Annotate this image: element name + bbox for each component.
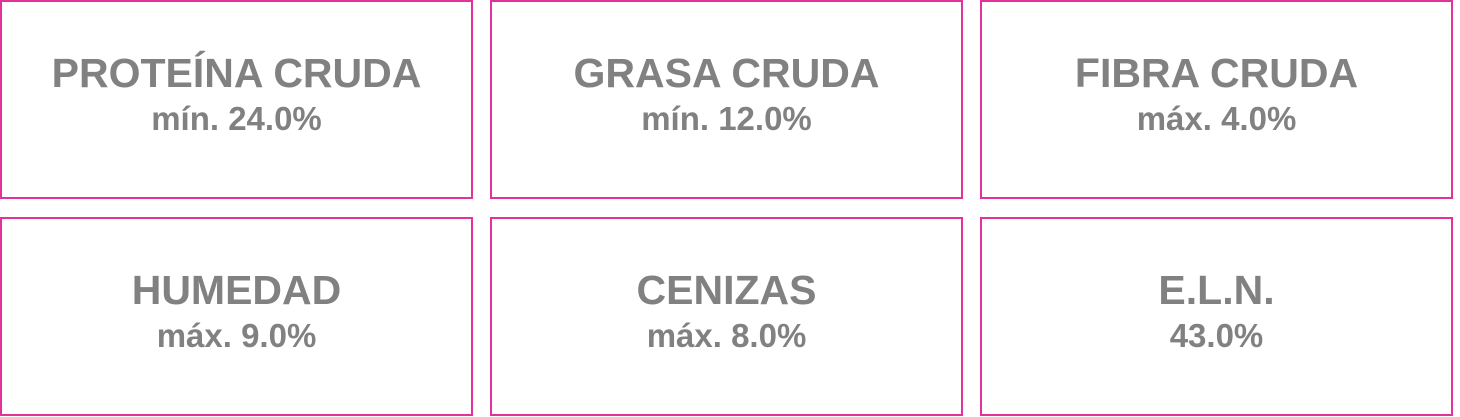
nutrient-card-fat: GRASA CRUDA mín. 12.0% <box>490 0 963 199</box>
nutrient-card-ash: CENIZAS máx. 8.0% <box>490 217 963 416</box>
nutrient-value: máx. 9.0% <box>156 316 317 354</box>
nutrient-name: GRASA CRUDA <box>573 49 880 96</box>
nutrient-name: PROTEÍNA CRUDA <box>51 49 422 96</box>
nutrient-value: 43.0% <box>1169 316 1264 354</box>
nutrient-value: máx. 4.0% <box>1136 99 1297 137</box>
nutrient-value: mín. 24.0% <box>151 99 322 137</box>
nutrient-card-moisture: HUMEDAD máx. 9.0% <box>0 217 473 416</box>
nutrient-name: HUMEDAD <box>131 266 342 313</box>
nutrient-card-fiber: FIBRA CRUDA máx. 4.0% <box>980 0 1453 199</box>
nutrient-name: CENIZAS <box>636 266 817 313</box>
nutrient-name: E.L.N. <box>1158 266 1275 313</box>
nutrient-name: FIBRA CRUDA <box>1074 49 1359 96</box>
nutrient-value: mín. 12.0% <box>641 99 812 137</box>
nutrient-card-eln: E.L.N. 43.0% <box>980 217 1453 416</box>
nutrient-card-protein: PROTEÍNA CRUDA mín. 24.0% <box>0 0 473 199</box>
nutrient-value: máx. 8.0% <box>646 316 807 354</box>
